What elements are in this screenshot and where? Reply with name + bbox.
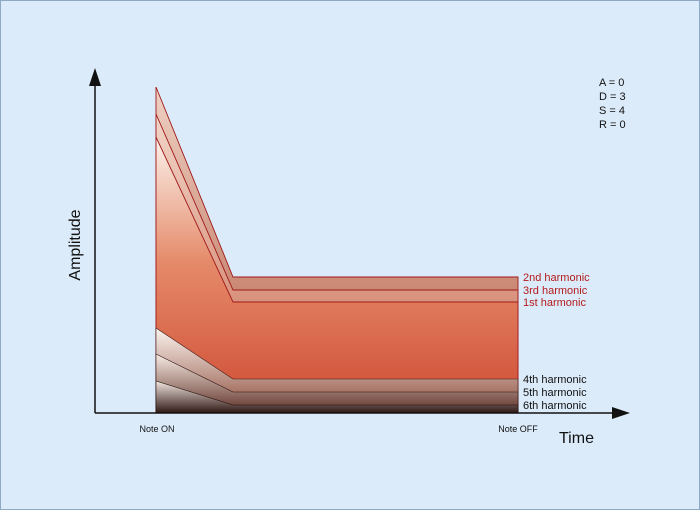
param-decay: D = 3 bbox=[599, 91, 626, 103]
x-axis-arrow-icon bbox=[612, 407, 630, 419]
harmonic-label: 2nd harmonic bbox=[523, 272, 590, 284]
harmonic-label: 3rd harmonic bbox=[523, 285, 588, 297]
harmonic-label: 4th harmonic bbox=[523, 374, 587, 386]
note-on-label: Note ON bbox=[139, 424, 174, 434]
param-sustain: S = 4 bbox=[599, 105, 625, 117]
harmonic-label: 1st harmonic bbox=[523, 297, 586, 309]
x-axis-label: Time bbox=[559, 430, 594, 447]
param-attack: A = 0 bbox=[599, 77, 624, 89]
param-release: R = 0 bbox=[599, 119, 626, 131]
harmonic-label: 5th harmonic bbox=[523, 387, 587, 399]
y-axis-label: Amplitude bbox=[67, 209, 84, 280]
y-axis-arrow-icon bbox=[89, 68, 101, 86]
harmonic-label: 6th harmonic bbox=[523, 400, 587, 412]
harmonic-6-envelope bbox=[155, 380, 519, 414]
note-off-label: Note OFF bbox=[498, 424, 538, 434]
